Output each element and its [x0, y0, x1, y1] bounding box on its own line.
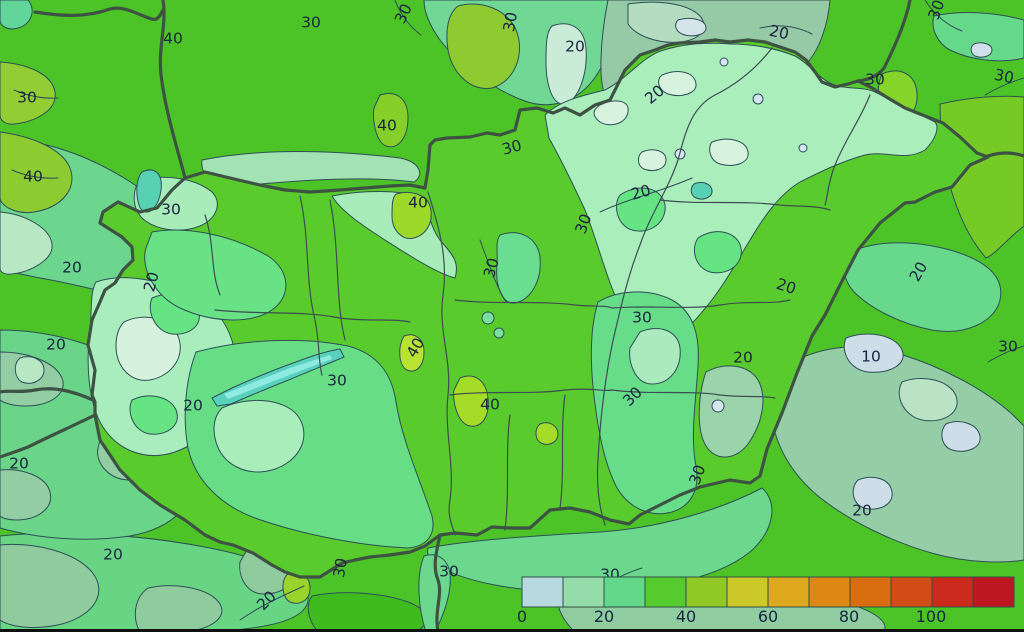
border-ua-ro — [986, 151, 1024, 158]
colorbar-tick-label: 100 — [916, 607, 947, 626]
contour-label: 20 — [103, 546, 123, 564]
lake-balaton-highlight — [224, 355, 332, 399]
colorbar-tick-label: 40 — [676, 607, 696, 626]
border-si-hr — [0, 413, 97, 459]
lakes — [136, 169, 713, 407]
colorbar-segment-80-90 — [849, 576, 892, 608]
contour-label: 20 — [629, 181, 653, 203]
colorbar-tick-label: 60 — [758, 607, 778, 626]
contour-label: 20 — [852, 502, 872, 520]
contour-label: 30 — [998, 338, 1018, 356]
contour-label: 40 — [163, 30, 183, 48]
colorbar-segment-110-120 — [972, 576, 1015, 608]
border-cz — [33, 6, 165, 21]
contour-label: 30 — [686, 462, 710, 487]
contour-label: 30 — [17, 89, 37, 107]
contour-label: 40 — [377, 117, 397, 135]
contour-label: 20 — [62, 259, 82, 277]
border-at-si — [0, 387, 95, 402]
contour-label: 30 — [500, 136, 524, 158]
contour-label: 30 — [327, 372, 347, 390]
colorbar-segment-50-60 — [726, 576, 769, 608]
colorbar-segment-60-70 — [767, 576, 810, 608]
contour-label: 30 — [330, 557, 351, 580]
contour-label: 20 — [565, 38, 585, 56]
contour-label: 30 — [632, 309, 652, 327]
border-at-sk — [158, 0, 187, 180]
county-boundaries — [204, 47, 871, 536]
contour-label: 40 — [23, 168, 43, 186]
contour-label: 40 — [480, 396, 500, 414]
border-hr-rs — [433, 533, 442, 632]
contour-label: 30 — [865, 71, 885, 89]
contour-label: 20 — [183, 397, 203, 415]
colorbar-segment-20-30 — [603, 576, 646, 608]
contour-label: 30 — [925, 0, 949, 22]
colorbar-segment-0-10 — [521, 576, 564, 608]
colorbar-tick-label: 80 — [839, 607, 859, 626]
colorbar-segment-100-110 — [931, 576, 974, 608]
contour-label: 10 — [861, 348, 881, 366]
contour-label: 20 — [774, 275, 798, 298]
figure-bottom-frame — [0, 629, 1024, 632]
contour-label: 20 — [9, 455, 29, 473]
colorbar-segment-70-80 — [808, 576, 851, 608]
contour-label: 20 — [46, 336, 66, 354]
contour-label: 20 — [768, 22, 791, 44]
country-contour-fills — [87, 40, 988, 577]
colorbar-tick-label: 20 — [594, 607, 614, 626]
contour-label: 30 — [439, 563, 459, 581]
contour-label: 30 — [480, 256, 502, 280]
contour-label: 30 — [993, 66, 1016, 88]
border-sk-ua — [856, 0, 912, 83]
colorbar-tick-label: 0 — [517, 607, 527, 626]
colorbar-segment-30-40 — [644, 576, 687, 608]
lake-tisza — [690, 181, 713, 200]
contour-label: 30 — [161, 201, 181, 219]
contour-label: 20 — [140, 270, 162, 294]
contour-label: 30 — [500, 11, 521, 34]
contour-label: 20 — [733, 349, 753, 367]
contour-label: 30 — [301, 14, 321, 32]
colorbar-segment-10-20 — [562, 576, 605, 608]
contour-label: 30 — [572, 211, 596, 236]
colorbar-segment-90-100 — [890, 576, 933, 608]
contour-label: 40 — [408, 194, 428, 212]
colorbar-legend: 0 20 40 60 80 100 — [517, 576, 1015, 626]
colorbar-segment-40-50 — [685, 576, 728, 608]
